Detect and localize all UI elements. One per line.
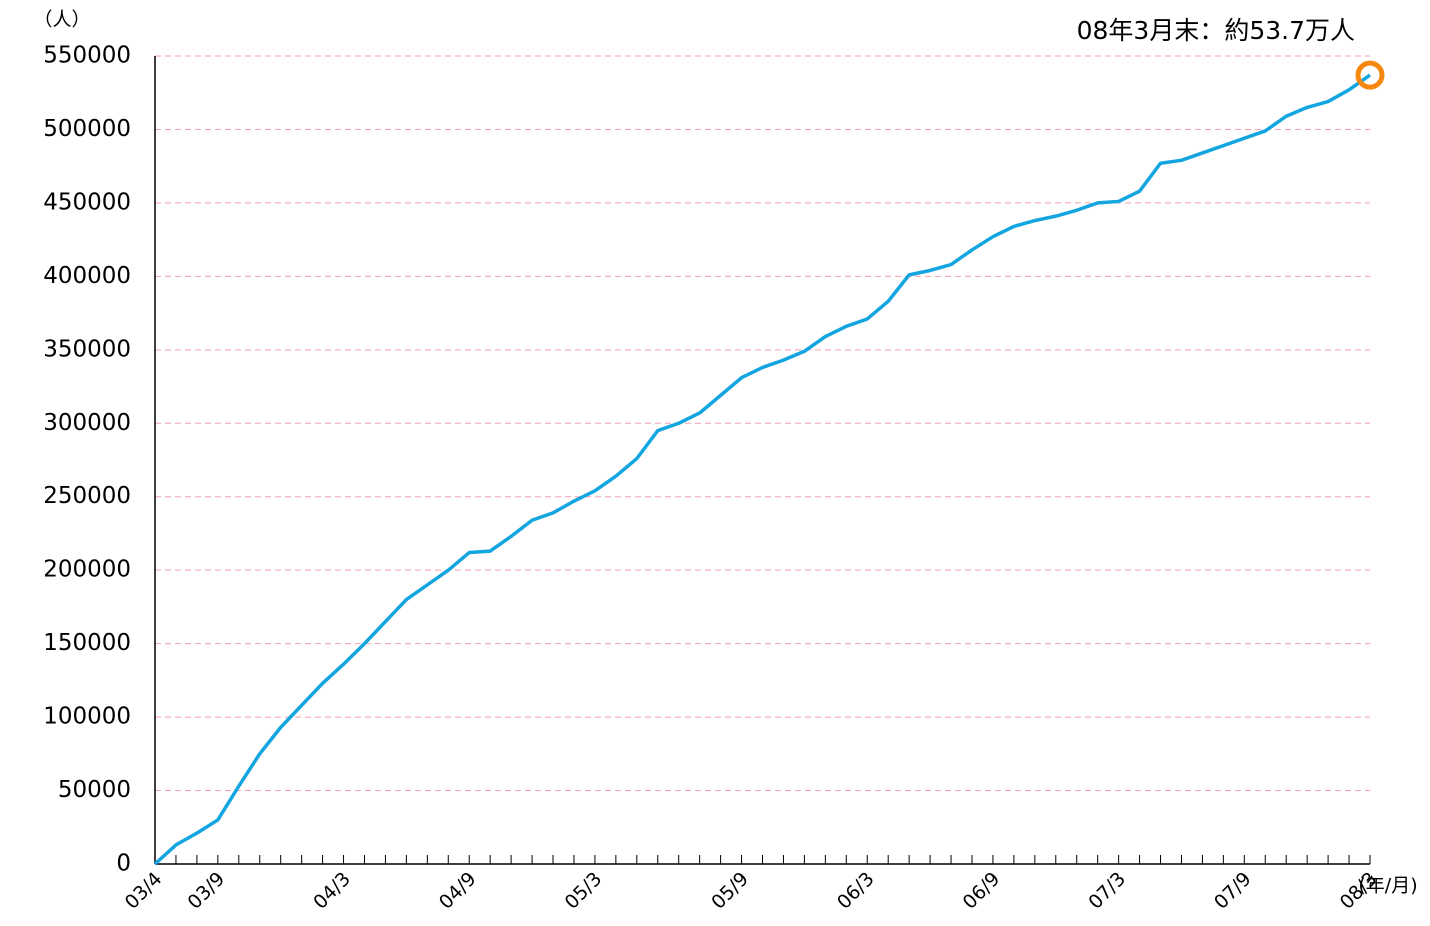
x-tick-label: 07/3 bbox=[1084, 868, 1130, 914]
x-unit: (年/月) bbox=[1358, 875, 1417, 897]
y-tick-label: 300000 bbox=[43, 410, 131, 436]
y-tick-label: 550000 bbox=[43, 43, 131, 69]
x-tick-label: 04/9 bbox=[435, 868, 481, 914]
y-tick-label: 500000 bbox=[43, 116, 131, 142]
x-tick-label: 06/3 bbox=[833, 868, 879, 914]
y-tick-label: 350000 bbox=[43, 336, 131, 362]
x-tick-label: 05/3 bbox=[561, 868, 607, 914]
y-unit: （人） bbox=[33, 9, 90, 31]
x-tick-label: 06/9 bbox=[959, 868, 1005, 914]
y-tick-label: 400000 bbox=[43, 263, 131, 289]
y-tick-label: 0 bbox=[116, 851, 131, 877]
y-tick-label: 50000 bbox=[58, 777, 131, 803]
y-tick-label: 250000 bbox=[43, 483, 131, 509]
data-line bbox=[153, 73, 1372, 866]
x-tick-label: 05/9 bbox=[707, 868, 753, 914]
x-tick-label: 04/3 bbox=[309, 868, 355, 914]
y-tick-label: 450000 bbox=[43, 189, 131, 215]
x-tick-label: 07/9 bbox=[1210, 868, 1256, 914]
y-tick-label: 200000 bbox=[43, 557, 131, 583]
end-marker bbox=[1355, 60, 1385, 90]
y-tick-label: 150000 bbox=[43, 630, 131, 656]
x-tick-label: 03/9 bbox=[184, 868, 230, 914]
y-tick-label: 100000 bbox=[43, 704, 131, 730]
annotation: 08年3月末：約53.7万人 bbox=[1077, 16, 1355, 45]
